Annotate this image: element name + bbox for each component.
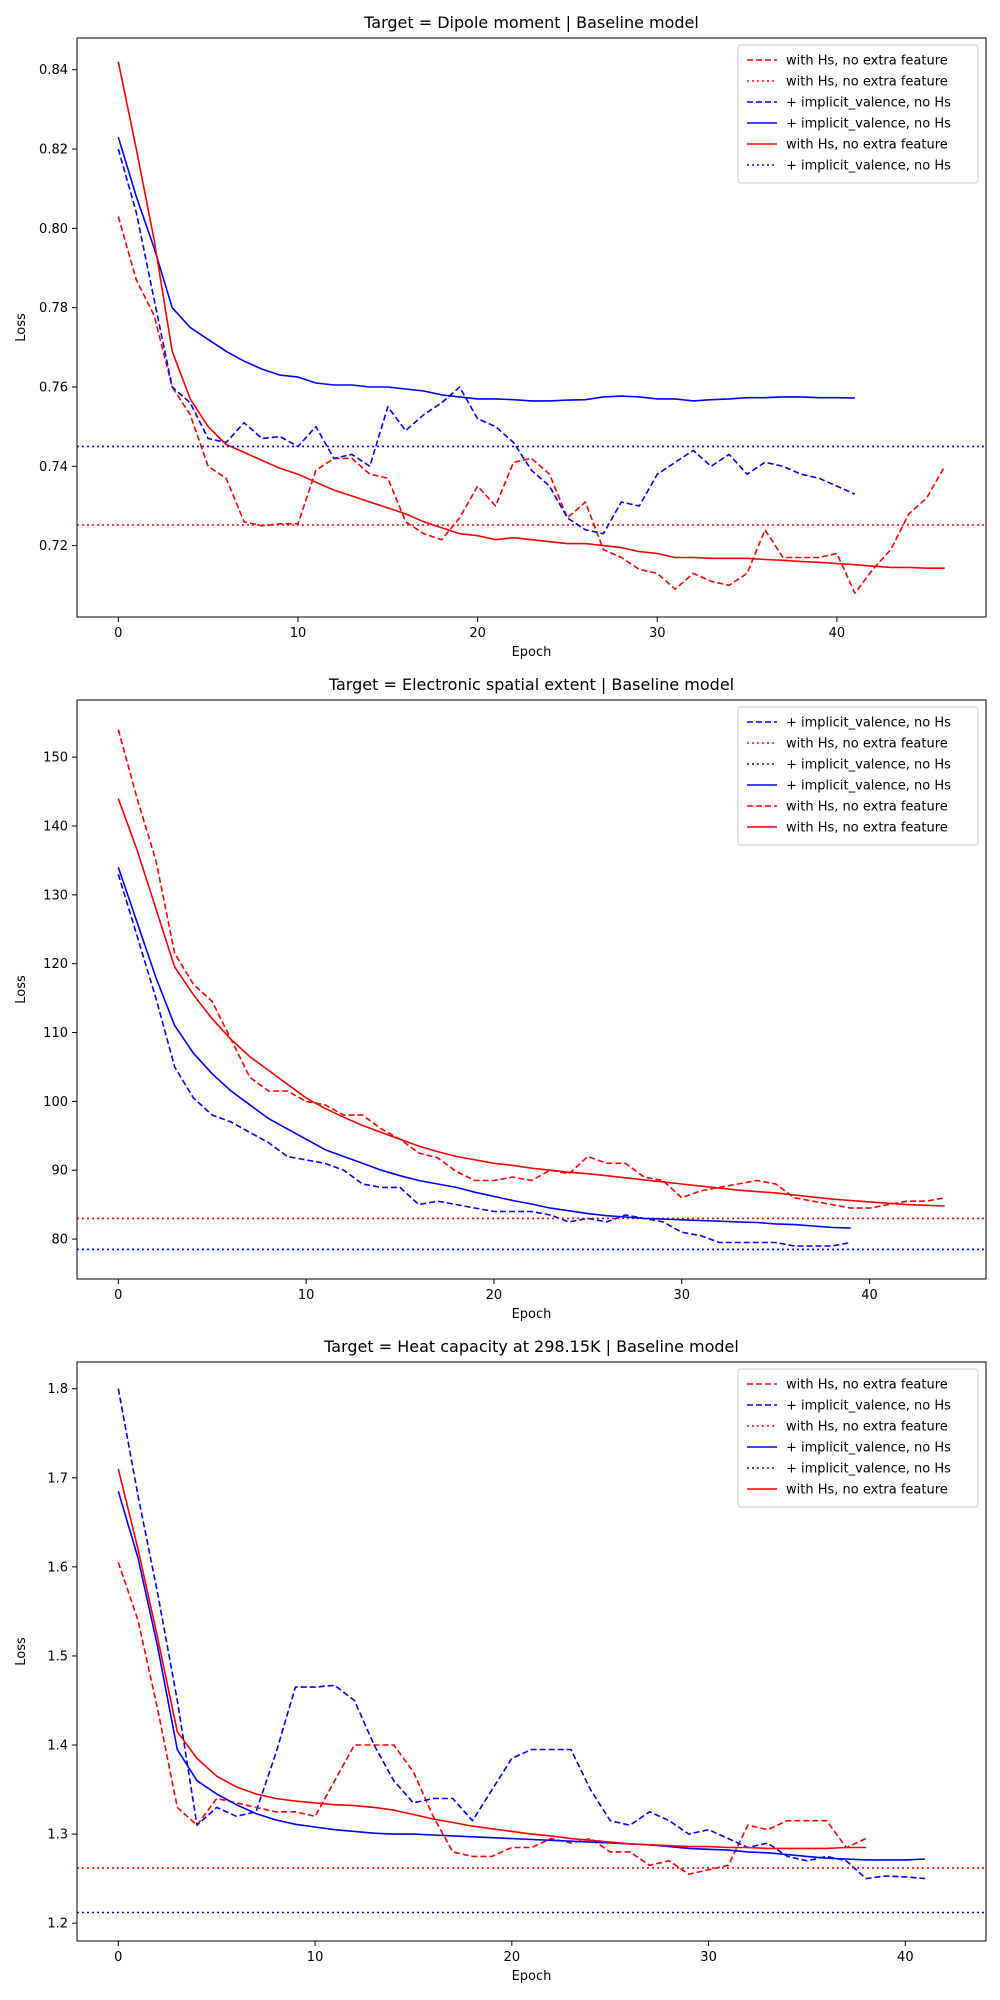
legend: with Hs, no extra feature + implicit_vale…: [737, 1368, 979, 1508]
legend-label: with Hs, no extra feature: [786, 800, 948, 815]
y-tick-label: 110: [43, 1026, 68, 1041]
y-tick-label: 1.8: [47, 1382, 68, 1397]
x-axis-title: Epoch: [512, 645, 552, 660]
series-line-4: [117, 1490, 926, 1861]
y-axis-title: Loss: [14, 313, 29, 342]
legend-label: + implicit_valence, no Hs: [786, 758, 951, 773]
legend-label: + implicit_valence, no Hs: [786, 96, 951, 111]
y-tick-label: 150: [43, 751, 68, 766]
legend-label: with Hs, no extra feature: [786, 737, 948, 752]
x-tick-label: 30: [673, 1288, 690, 1303]
legend: with Hs, no extra feature with Hs, no ext…: [737, 44, 979, 184]
x-tick-label: 20: [469, 626, 486, 641]
legend-label: with Hs, no extra feature: [786, 54, 948, 69]
x-tick-label: 10: [298, 1288, 315, 1303]
series-line-3: [117, 148, 856, 535]
chart-title: Target = Dipole moment | Baseline model: [363, 13, 699, 32]
series-line-4: [117, 136, 855, 402]
y-tick-label: 90: [51, 1164, 68, 1179]
series-line-6: [117, 798, 945, 1207]
legend-label: + implicit_valence, no Hs: [786, 159, 951, 174]
x-tick-label: 40: [897, 1950, 914, 1965]
legend-label: + implicit_valence, no Hs: [786, 1399, 951, 1414]
y-tick-label: 0.82: [39, 143, 68, 158]
legend-box: [737, 44, 979, 184]
y-axis-title: Loss: [14, 1637, 29, 1666]
x-tick-label: 40: [861, 1288, 878, 1303]
y-tick-label: 100: [43, 1095, 68, 1110]
plot-frame: [76, 1361, 987, 1942]
x-tick-label: 10: [307, 1950, 324, 1965]
y-tick-label: 0.72: [39, 539, 68, 554]
legend-label: with Hs, no extra feature: [786, 821, 948, 836]
series-group: [77, 729, 986, 1251]
x-axis-title: Epoch: [512, 1969, 552, 1984]
series-line-1: [117, 216, 946, 595]
legend-label: + implicit_valence, no Hs: [786, 1462, 951, 1477]
x-tick-label: 0: [114, 1288, 122, 1303]
y-axis-title: Loss: [14, 975, 29, 1004]
y-tick-label: 1.5: [47, 1649, 68, 1664]
legend-label: with Hs, no extra feature: [786, 1483, 948, 1498]
x-tick-label: 20: [504, 1950, 521, 1965]
series-line-1: [117, 1562, 867, 1875]
x-axis-title: Epoch: [512, 1307, 552, 1322]
y-tick-label: 1.7: [47, 1471, 68, 1486]
chart-panel-1: Target = Dipole moment | Baseline model 0…: [14, 13, 987, 660]
plot-frame: [76, 699, 987, 1280]
y-tick-label: 140: [43, 819, 68, 834]
x-tick-label: 30: [649, 626, 666, 641]
series-group: [77, 61, 986, 595]
x-tick-label: 10: [290, 626, 307, 641]
series-line-5: [117, 729, 945, 1209]
y-tick-label: 1.2: [47, 1917, 68, 1932]
series-group: [77, 1388, 986, 1914]
y-tick-label: 0.84: [39, 63, 68, 78]
chart-panel-3: Target = Heat capacity at 298.15K | Base…: [14, 1337, 987, 1984]
y-tick-label: 1.3: [47, 1828, 68, 1843]
legend-label: with Hs, no extra feature: [786, 1420, 948, 1435]
y-tick-label: 1.6: [47, 1560, 68, 1575]
chart-title: Target = Heat capacity at 298.15K | Base…: [323, 1337, 739, 1356]
y-tick-label: 0.80: [39, 222, 68, 237]
legend-box: [737, 706, 979, 846]
y-tick-label: 80: [51, 1233, 68, 1248]
y-tick-label: 0.76: [39, 380, 68, 395]
series-line-1: [117, 873, 851, 1247]
legend-label: + implicit_valence, no Hs: [786, 1441, 951, 1456]
series-line-5: [117, 61, 945, 570]
x-tick-label: 30: [700, 1950, 717, 1965]
y-tick-label: 0.78: [39, 301, 68, 316]
legend-label: + implicit_valence, no Hs: [786, 779, 951, 794]
legend-label: with Hs, no extra feature: [786, 138, 948, 153]
legend-label: with Hs, no extra feature: [786, 1378, 948, 1393]
series-line-6: [117, 1468, 866, 1850]
chart-title: Target = Electronic spatial extent | Bas…: [328, 675, 734, 694]
plot-frame: [76, 37, 987, 618]
legend-label: + implicit_valence, no Hs: [786, 716, 951, 731]
x-tick-label: 0: [114, 626, 122, 641]
y-tick-label: 1.4: [47, 1739, 68, 1754]
y-tick-label: 120: [43, 957, 68, 972]
x-tick-label: 20: [486, 1288, 503, 1303]
legend: + implicit_valence, no Hs with Hs, no ext…: [737, 706, 979, 846]
chart-panel-2: Target = Electronic spatial extent | Bas…: [14, 675, 987, 1322]
y-tick-label: 0.74: [39, 460, 68, 475]
series-line-4: [117, 867, 851, 1229]
x-tick-label: 0: [114, 1950, 122, 1965]
legend-label: with Hs, no extra feature: [786, 75, 948, 90]
x-tick-label: 40: [829, 626, 846, 641]
y-tick-label: 130: [43, 888, 68, 903]
legend-box: [737, 1368, 979, 1508]
legend-label: + implicit_valence, no Hs: [786, 117, 951, 132]
